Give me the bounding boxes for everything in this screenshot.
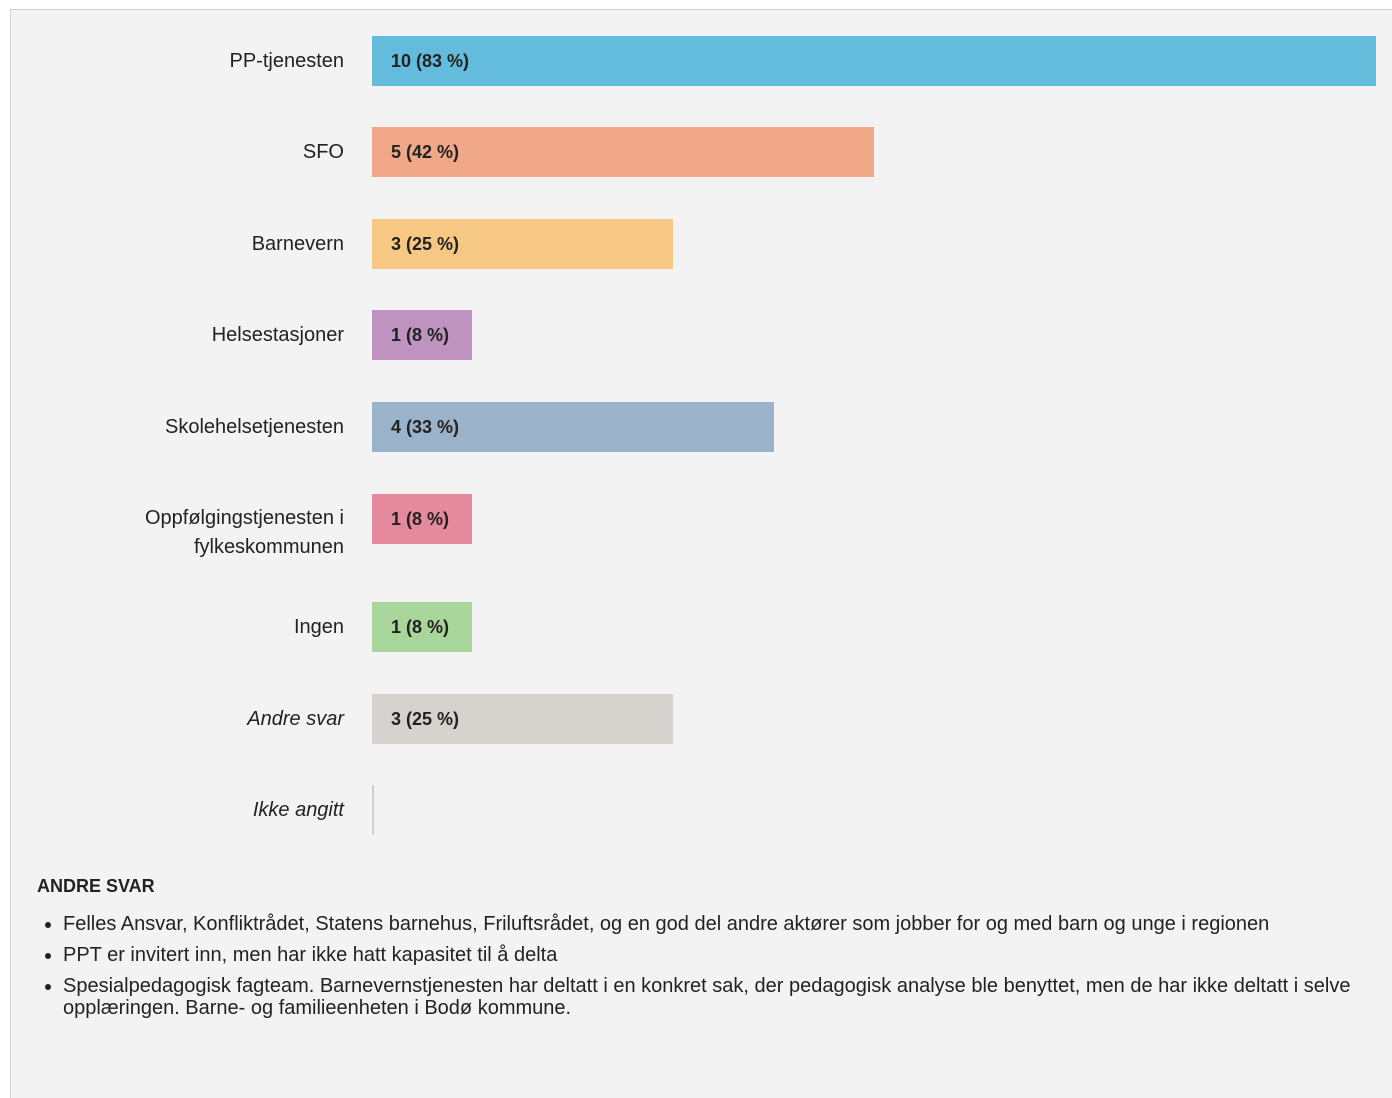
bar (372, 127, 874, 177)
bar (372, 785, 374, 835)
category-label: Barnevern (251, 232, 344, 255)
bar (372, 694, 674, 744)
note-item: Felles Ansvar, Konfliktrådet, Statens ba… (63, 913, 1377, 935)
value-label: 4 (33 %) (391, 417, 460, 437)
bar (372, 494, 473, 544)
category-label: Andre svar (247, 707, 344, 730)
value-label: 5 (42 %) (391, 142, 460, 162)
bar (372, 602, 473, 652)
category-label: SFO (302, 140, 344, 163)
value-label: 10 (83 %) (391, 51, 470, 71)
value-label: 3 (25 %) (391, 709, 460, 729)
category-label: Ikke angitt (252, 798, 344, 821)
bar (372, 219, 674, 269)
value-label: 1 (8 %) (391, 325, 450, 345)
other-answers: ANDRE SVAR Felles Ansvar, Konfliktrådet,… (37, 876, 1377, 1028)
value-label: 3 (25 %) (391, 234, 460, 254)
notes-title: ANDRE SVAR (37, 876, 155, 896)
notes-list: Felles Ansvar, Konfliktrådet, Statens ba… (37, 913, 1377, 1019)
category-label: Skolehelsetjenesten (164, 415, 344, 438)
category-label: Helsestasjoner (211, 323, 344, 346)
note-item: PPT er invitert inn, men har ikke hatt k… (63, 944, 1377, 966)
value-label: 1 (8 %) (391, 509, 450, 529)
category-label: PP-tjenesten (229, 49, 344, 72)
value-label: 1 (8 %) (391, 617, 450, 637)
category-label: Ingen (293, 615, 344, 638)
bar (372, 402, 774, 452)
chart-panel: PP-tjenesten 10 (83 %) SFO 5 (42 %) Barnever… (10, 9, 1392, 1098)
bar (372, 36, 1376, 86)
bar (372, 310, 473, 360)
note-item: Spesialpedagogisk fagteam. Barnevernstje… (63, 975, 1377, 1019)
category-label: Oppfølgingstjenesten i fylkeskommunen (144, 507, 344, 558)
